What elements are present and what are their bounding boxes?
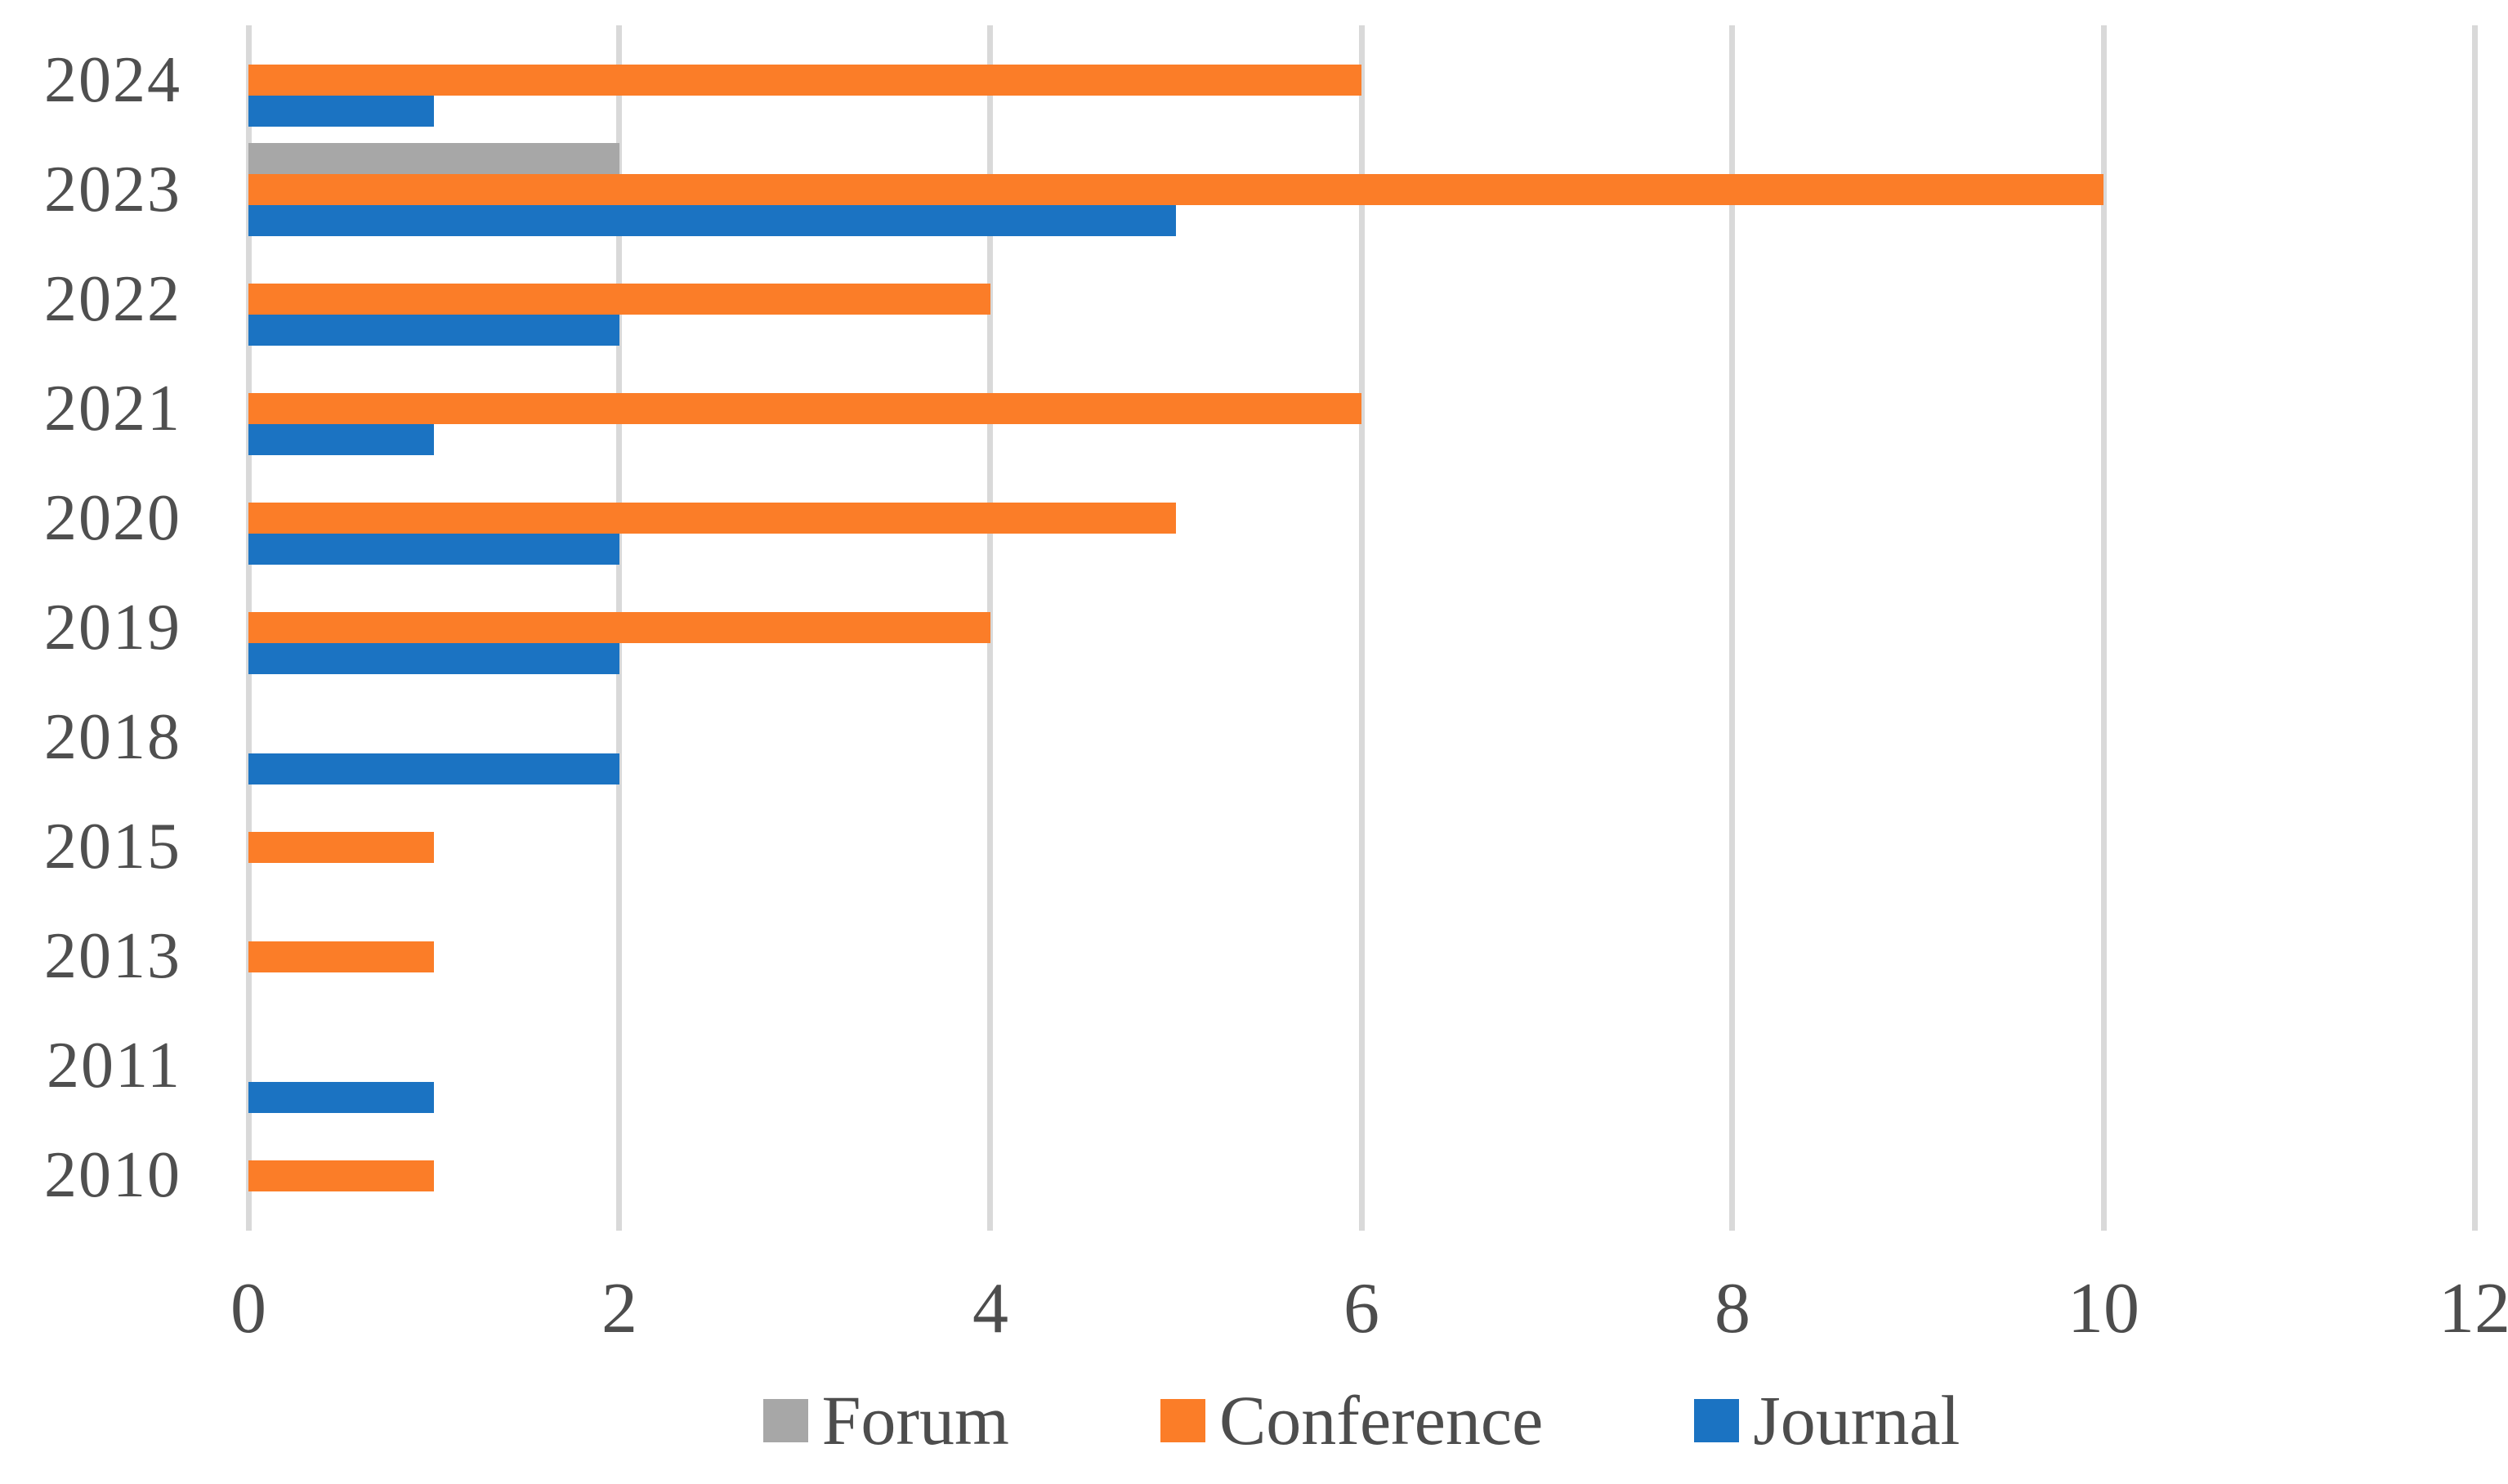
x-tick-12: 12 — [2439, 1269, 2508, 1348]
legend-item-conference: Conference — [1160, 1385, 1543, 1455]
category-label-2021: 2021 — [44, 372, 181, 445]
legend-item-forum: Forum — [762, 1381, 1009, 1459]
bar-journal-2019 — [248, 643, 619, 675]
category-row-2011: 2011 — [47, 1012, 2474, 1121]
bar-journal-2024 — [248, 96, 434, 127]
category-label-2013: 2013 — [44, 920, 181, 993]
x-tick-0: 0 — [230, 1269, 266, 1348]
gridline-x-8 — [1729, 25, 1736, 1231]
category-label-2020: 2020 — [44, 481, 181, 554]
bar-journal-2011 — [248, 1081, 434, 1113]
legend-label-forum: Forum — [821, 1381, 1009, 1459]
category-label-2024: 2024 — [44, 43, 181, 116]
category-label-2011: 2011 — [46, 1030, 181, 1102]
category-label-2023: 2023 — [44, 153, 181, 226]
category-row-2023: 2023 — [44, 135, 2474, 244]
legend-label-journal: Journal — [1753, 1381, 1960, 1459]
bar-journal-2020 — [248, 534, 619, 565]
legend: Forum Conference Journal — [248, 1371, 2474, 1469]
category-row-2020: 2020 — [44, 463, 2474, 573]
legend-item-journal: Journal — [1694, 1385, 1960, 1455]
bar-conference-2010 — [248, 1160, 434, 1191]
category-row-2021: 2021 — [44, 354, 2474, 463]
gridline-x-12 — [2471, 25, 2478, 1231]
bar-conference-2023 — [248, 174, 2103, 206]
bar-forum-2023 — [248, 143, 619, 175]
category-row-2015: 2015 — [44, 793, 2474, 902]
x-tick-4: 4 — [972, 1269, 1008, 1348]
x-axis: 0 2 4 6 8 10 12 — [230, 1268, 2508, 1358]
category-label-2022: 2022 — [44, 262, 181, 335]
bar-journal-2021 — [248, 424, 434, 456]
bar-conference-2019 — [248, 612, 990, 644]
x-tick-2: 2 — [601, 1269, 637, 1348]
bar-conference-2013 — [248, 941, 434, 972]
category-row-2024: 2024 — [44, 25, 2474, 135]
category-row-2010: 2010 — [44, 1121, 2474, 1231]
category-label-2019: 2019 — [44, 591, 181, 664]
legend-swatch-forum — [762, 1398, 808, 1442]
legend-swatch-conference — [1160, 1398, 1205, 1442]
bar-conference-2024 — [248, 65, 1361, 96]
plot-area: 2024 2023 2022 2021 2020 2019 2018 2015 2013 2011… — [44, 25, 2478, 1231]
x-tick-10: 10 — [2068, 1269, 2139, 1348]
bar-conference-2020 — [248, 503, 1176, 534]
gridline-x-10 — [2100, 25, 2107, 1231]
x-tick-8: 8 — [1714, 1269, 1750, 1348]
category-row-2019: 2019 — [44, 573, 2474, 682]
category-row-2013: 2013 — [44, 902, 2474, 1012]
x-tick-6: 6 — [1343, 1269, 1379, 1348]
category-label-2010: 2010 — [44, 1139, 181, 1212]
category-label-2015: 2015 — [44, 811, 181, 883]
bar-conference-2015 — [248, 831, 434, 863]
category-label-2018: 2018 — [44, 701, 181, 774]
category-row-2022: 2022 — [44, 244, 2474, 354]
legend-swatch-journal — [1694, 1398, 1740, 1442]
category-row-2018: 2018 — [44, 683, 2474, 793]
bar-conference-2021 — [248, 393, 1361, 425]
legend-label-conference: Conference — [1218, 1381, 1544, 1459]
bar-conference-2022 — [248, 284, 990, 315]
bar-journal-2018 — [248, 753, 619, 784]
gridline-x-6 — [1358, 25, 1365, 1231]
bar-journal-2023 — [248, 205, 1176, 237]
bar-journal-2022 — [248, 315, 619, 346]
